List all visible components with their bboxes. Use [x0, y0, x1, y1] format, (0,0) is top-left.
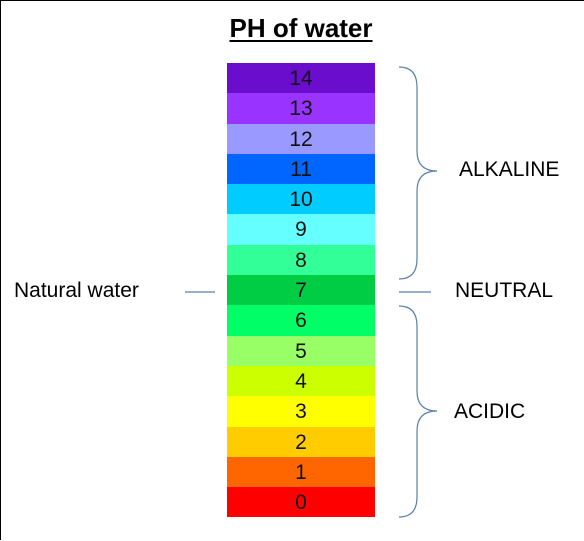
ph-value: 3: [295, 400, 307, 424]
alkaline-brace: [398, 66, 438, 280]
ph-cell-2: 2: [227, 426, 375, 457]
acidic-brace: [398, 305, 438, 518]
ph-value: 5: [295, 339, 307, 363]
acidic-label: ACIDIC: [454, 400, 526, 423]
ph-cell-14: 14: [227, 63, 375, 94]
ph-value: 0: [295, 491, 307, 515]
neutral-label: NEUTRAL: [455, 279, 554, 302]
ph-cell-11: 11: [227, 153, 375, 185]
diagram-title: PH of water: [229, 13, 373, 43]
ph-value: 2: [295, 430, 307, 454]
ph-value: 1: [295, 460, 307, 484]
ph-cell-12: 12: [227, 123, 375, 154]
ph-cell-6: 6: [227, 305, 375, 336]
ph-value: 4: [295, 369, 307, 393]
ph-cell-1: 1: [227, 456, 375, 488]
ph-cell-5: 5: [227, 335, 375, 366]
ph-value: 6: [295, 309, 307, 333]
ph-value: 8: [295, 248, 307, 272]
ph-value: 11: [290, 157, 312, 181]
ph-value: 12: [289, 127, 313, 151]
ph-value: 7: [295, 279, 307, 303]
ph-value: 14: [289, 67, 313, 90]
ph-cell-4: 4: [227, 365, 375, 397]
ph-cell-0: 0: [227, 487, 375, 518]
ph-cell-10: 10: [227, 184, 375, 215]
alkaline-label: ALKALINE: [459, 158, 560, 181]
ph-value: 13: [289, 97, 313, 121]
ph-value: 10: [289, 188, 313, 212]
natural-water-label: Natural water: [14, 279, 139, 302]
ph-cell-8: 8: [227, 244, 375, 276]
ph-value: 9: [295, 218, 307, 242]
ph-cell-3: 3: [227, 396, 375, 427]
ph-scale: 14 13 12 11 10 9 8 7 6 5 4 3 2 1 0: [227, 63, 375, 518]
ph-cell-9: 9: [227, 214, 375, 245]
ph-cell-7: 7: [227, 275, 375, 306]
ph-cell-13: 13: [227, 93, 375, 124]
